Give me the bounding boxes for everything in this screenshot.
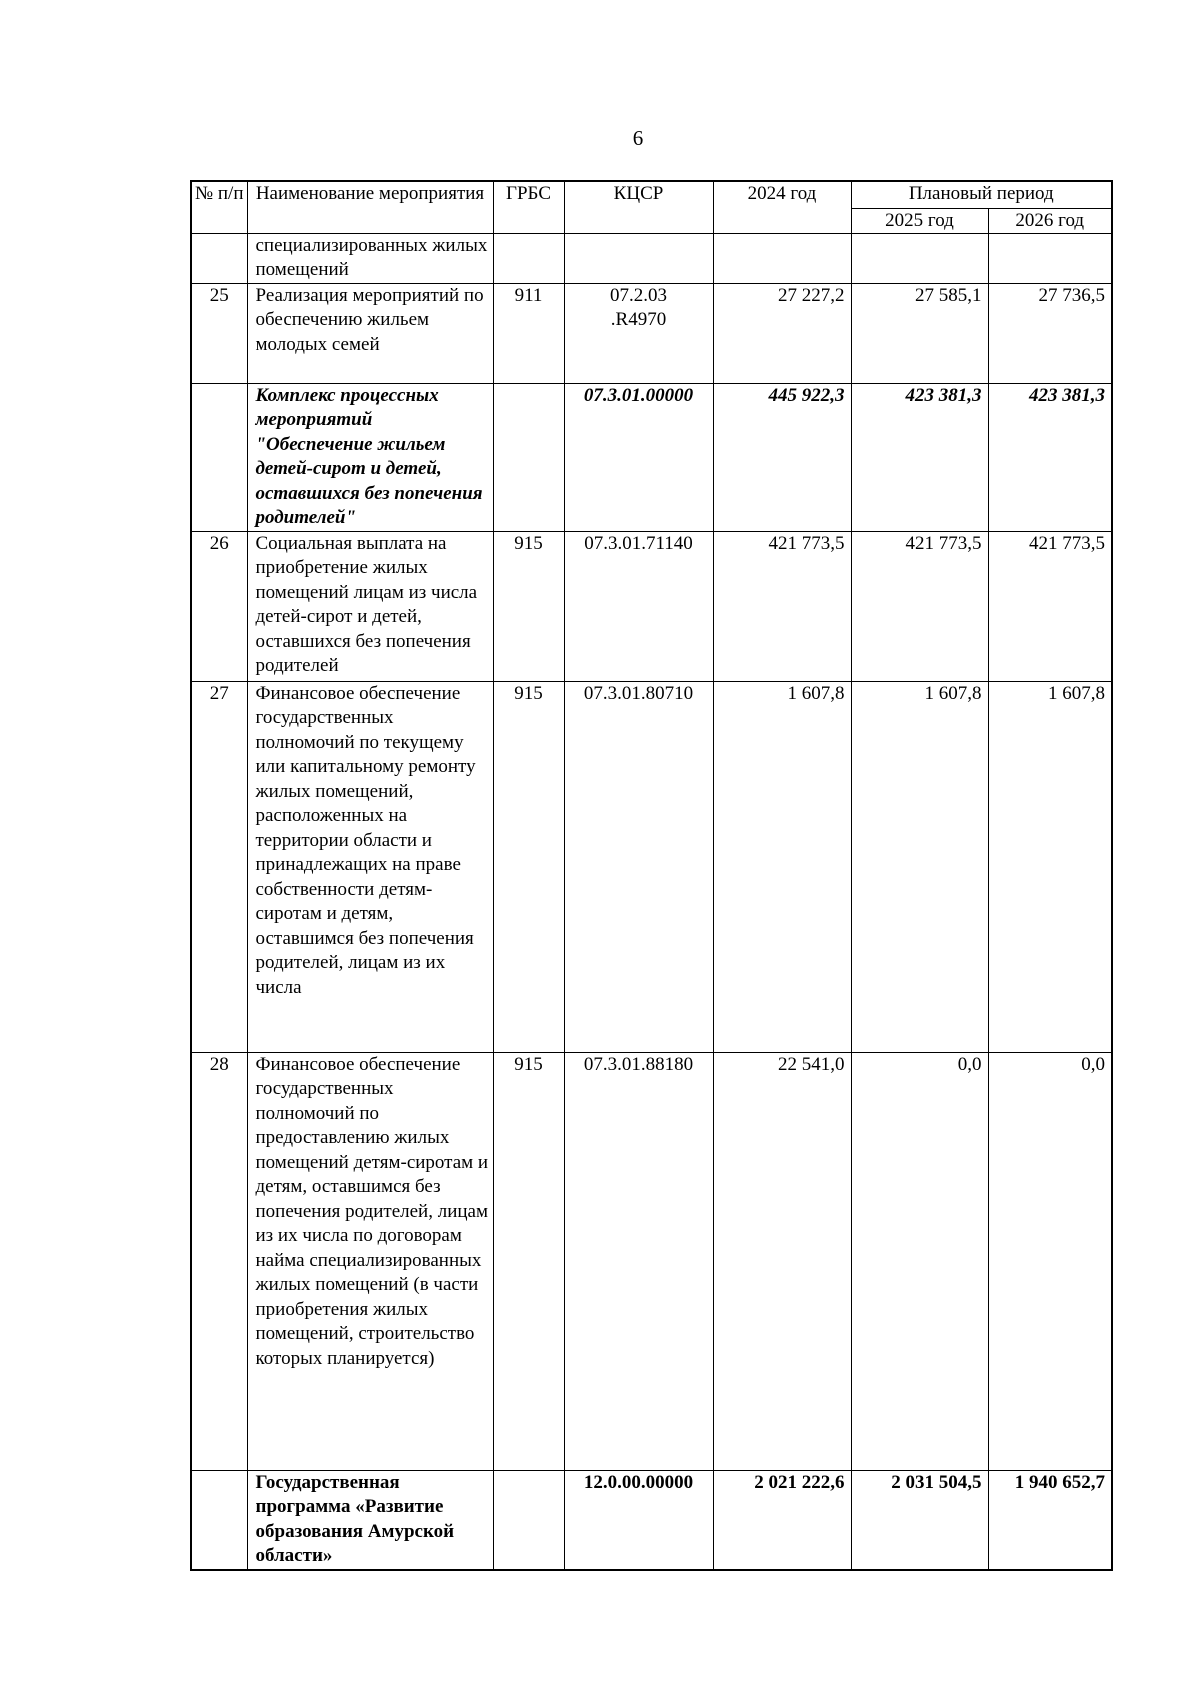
row-2025: 421 773,5 <box>850 530 989 682</box>
table-row: Государственная программа «Развитие обра… <box>190 1469 1113 1570</box>
row-kcsr: 07.3.01.80710 <box>563 680 714 1053</box>
row-2024 <box>712 232 852 284</box>
row-2024: 27 227,2 <box>712 282 852 384</box>
row-2026 <box>987 232 1113 284</box>
budget-table: № п/п Наименование мероприятия ГРБС КЦСР… <box>190 180 1114 1571</box>
header-2025: 2025 год <box>850 207 989 234</box>
header-name: Наименование мероприятия <box>246 180 494 234</box>
table-row: 25 Реализация мероприятий по обеспечению … <box>190 282 1113 384</box>
row-name: Комплекс процессных мероприятий "Обеспеч… <box>246 382 494 532</box>
page-number: 6 <box>632 126 644 150</box>
row-name: специализированных жилых помещений <box>246 232 494 284</box>
row-2026: 1 607,8 <box>987 680 1113 1053</box>
row-name: Финансовое обеспечение государственных п… <box>246 680 494 1053</box>
row-2026: 0,0 <box>987 1051 1113 1471</box>
row-name: Социальная выплата на приобретение жилых… <box>246 530 494 682</box>
row-2026: 27 736,5 <box>987 282 1113 384</box>
row-grbs: 911 <box>492 282 565 384</box>
header-kcsr: КЦСР <box>563 180 714 234</box>
row-grbs <box>492 232 565 284</box>
row-grbs: 915 <box>492 680 565 1053</box>
header-2026: 2026 год <box>987 207 1113 234</box>
row-number: 28 <box>190 1051 248 1471</box>
row-kcsr: 07.3.01.71140 <box>563 530 714 682</box>
header-2024: 2024 год <box>712 180 852 234</box>
row-grbs <box>492 1469 565 1570</box>
row-number <box>190 382 248 532</box>
row-number: 27 <box>190 680 248 1053</box>
row-2024: 2 021 222,6 <box>712 1469 852 1570</box>
row-number <box>190 1469 248 1570</box>
row-kcsr: 07.3.01.88180 <box>563 1051 714 1471</box>
header-num: № п/п <box>190 180 248 234</box>
row-2025 <box>850 232 989 284</box>
row-2025: 2 031 504,5 <box>850 1469 989 1570</box>
row-2025: 423 381,3 <box>850 382 989 532</box>
row-2026: 423 381,3 <box>987 382 1113 532</box>
row-number: 25 <box>190 282 248 384</box>
table-row: 28 Финансовое обеспечение государственных… <box>190 1051 1113 1471</box>
row-kcsr: 07.2.03 .R4970 <box>563 282 714 384</box>
row-name: Финансовое обеспечение государственных п… <box>246 1051 494 1471</box>
row-2026: 1 940 652,7 <box>987 1469 1113 1570</box>
header-grbs: ГРБС <box>492 180 565 234</box>
row-kcsr: 07.3.01.00000 <box>563 382 714 532</box>
row-number: 26 <box>190 530 248 682</box>
row-number <box>190 232 248 284</box>
table-row: Комплекс процессных мероприятий "Обеспеч… <box>190 382 1113 532</box>
row-grbs <box>492 382 565 532</box>
row-2025: 1 607,8 <box>850 680 989 1053</box>
header-planned-period: Плановый период <box>850 180 1113 209</box>
table-row: специализированных жилых помещений <box>190 232 1113 284</box>
row-kcsr <box>563 232 714 284</box>
row-2026: 421 773,5 <box>987 530 1113 682</box>
row-2024: 421 773,5 <box>712 530 852 682</box>
row-grbs: 915 <box>492 530 565 682</box>
row-kcsr: 12.0.00.00000 <box>563 1469 714 1570</box>
row-2024: 1 607,8 <box>712 680 852 1053</box>
row-2024: 445 922,3 <box>712 382 852 532</box>
row-2025: 0,0 <box>850 1051 989 1471</box>
table-row: 27 Финансовое обеспечение государственных… <box>190 680 1113 1053</box>
row-name: Реализация мероприятий по обеспечению жи… <box>246 282 494 384</box>
row-2025: 27 585,1 <box>850 282 989 384</box>
row-name: Государственная программа «Развитие обра… <box>246 1469 494 1570</box>
table-row: 26 Социальная выплата на приобретение жил… <box>190 530 1113 682</box>
row-grbs: 915 <box>492 1051 565 1471</box>
row-2024: 22 541,0 <box>712 1051 852 1471</box>
